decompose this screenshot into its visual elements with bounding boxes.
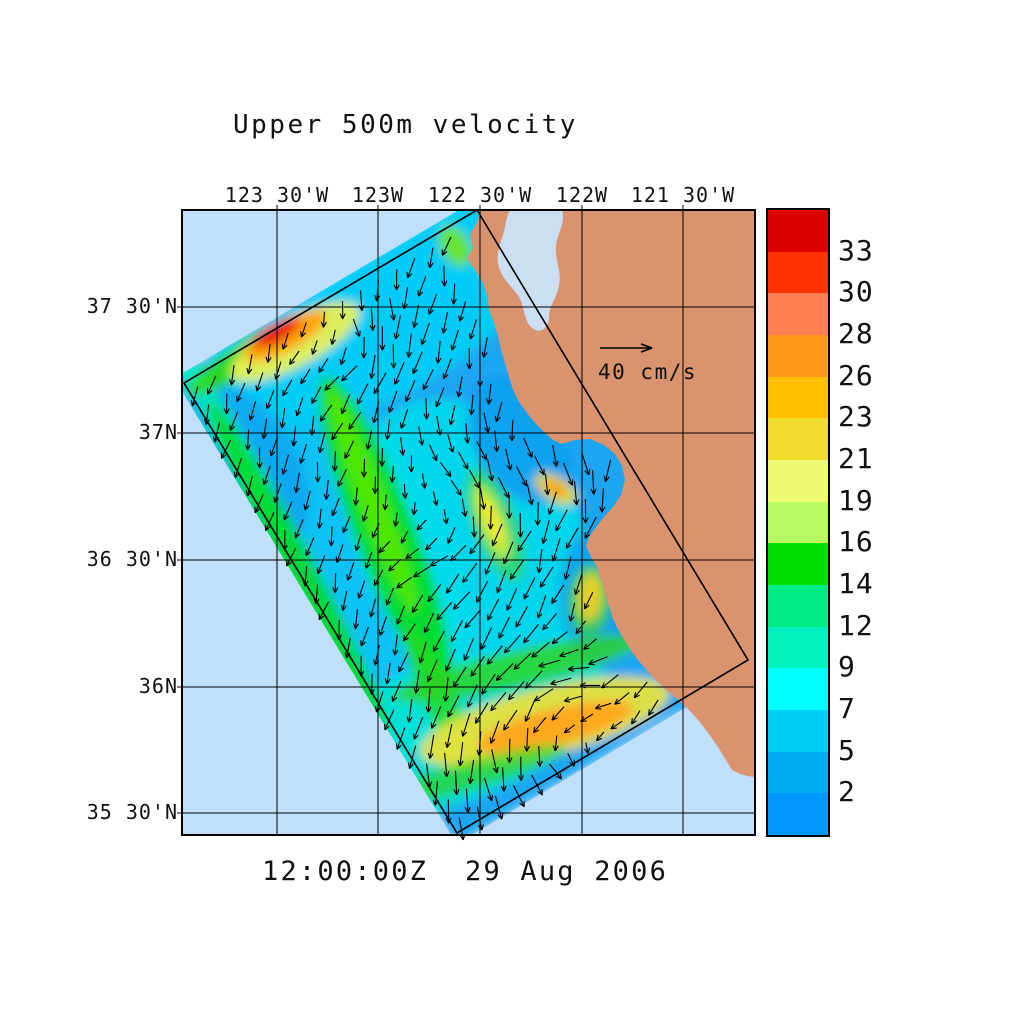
- colorbar-label-14: 14: [838, 567, 874, 600]
- colorbar-label-28: 28: [838, 317, 874, 350]
- x-tick-label-123w: 123W: [351, 183, 405, 207]
- colorbar-segment-5: [768, 418, 828, 461]
- x-tick-label-122w: 122W: [555, 183, 609, 207]
- colorbar-label-21: 21: [838, 442, 874, 475]
- valid-time-label: 12:00:00Z 29 Aug 2006: [262, 856, 669, 887]
- reference-vector-label: 40 cm/s: [598, 360, 698, 384]
- y-tick-label-35-30n: 35 30'N: [86, 800, 178, 824]
- colorbar-label-33: 33: [838, 233, 874, 267]
- x-tick-label-121-30w: 121 30'W: [630, 183, 736, 207]
- colorbar-label-12: 12: [838, 608, 874, 642]
- graticule: [177, 205, 755, 835]
- y-tick-label-37-30n: 37 30'N: [86, 294, 178, 318]
- san-francisco-bay: [497, 210, 564, 331]
- colorbar-segment-4: [768, 376, 828, 419]
- colorbar-label-23: 23: [838, 400, 874, 434]
- colorbar-label-30: 30: [838, 275, 874, 309]
- colorbar-segment-1: [768, 251, 828, 294]
- colorbar-label-5: 5: [838, 733, 856, 767]
- y-tick-label-36-30n: 36 30'N: [86, 547, 178, 571]
- colorbar: [766, 208, 830, 837]
- colorbar-segment-2: [768, 293, 828, 336]
- y-tick-label-36n: 36N: [138, 674, 178, 698]
- current-vector-arrows: [190, 236, 659, 841]
- colorbar-segment-10: [768, 626, 828, 669]
- colorbar-label-2: 2: [838, 775, 856, 809]
- colorbar-label-7: 7: [838, 692, 856, 725]
- colorbar-segment-12: [768, 710, 828, 752]
- colorbar-label-9: 9: [838, 650, 856, 684]
- model-domain-outline: [182, 208, 750, 835]
- colorbar-label-19: 19: [838, 483, 874, 517]
- colorbar-segment-14: [768, 793, 828, 836]
- map-frame: [181, 209, 756, 836]
- colorbar-segment-3: [768, 335, 828, 377]
- reference-vector-arrow: [600, 343, 653, 353]
- x-tick-label-122-30w: 122 30'W: [427, 183, 533, 207]
- colorbar-segment-6: [768, 460, 828, 502]
- colorbar-segment-13: [768, 751, 828, 794]
- colorbar-segment-9: [768, 585, 828, 627]
- colorbar-segment-8: [768, 543, 828, 586]
- y-tick-label-37n: 37N: [138, 420, 178, 444]
- colorbar-segment-7: [768, 501, 828, 544]
- colorbar-label-16: 16: [838, 525, 874, 559]
- plot-title: Upper 500m velocity: [233, 110, 578, 140]
- colorbar-segment-0: [768, 210, 828, 252]
- colorbar-label-26: 26: [838, 358, 874, 392]
- colorbar-segment-11: [768, 668, 828, 711]
- x-tick-label-123-30w: 123 30'W: [224, 183, 330, 207]
